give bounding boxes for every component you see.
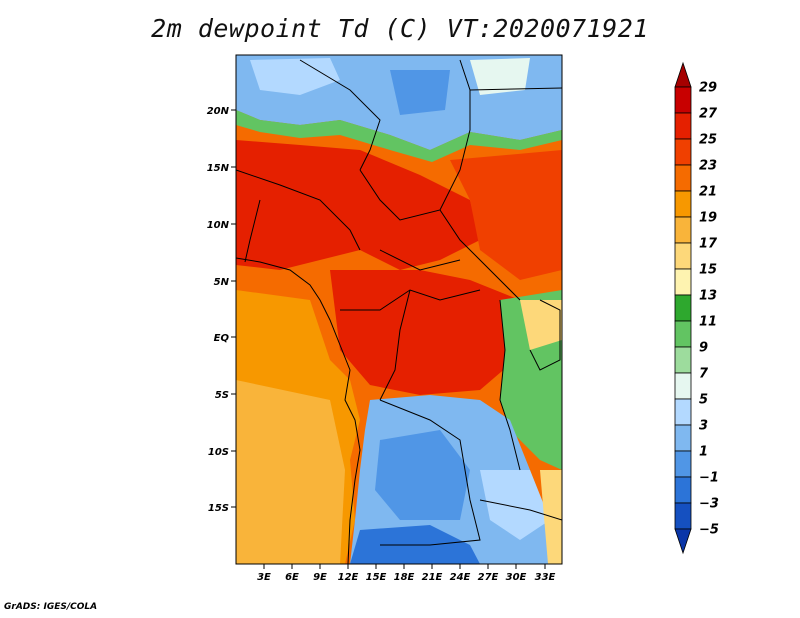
lon-label: 24E: [450, 572, 471, 583]
lat-labels: 20N 15N 10N 5N EQ 5S 10S 15S: [207, 106, 230, 514]
colorbar-level-label: −3: [699, 497, 719, 512]
colorbar-bottom-arrow: [674, 528, 692, 555]
colorbar-level-label: 25: [699, 133, 717, 148]
colorbar-level-label: 5: [699, 393, 708, 408]
colorbar-level-label: −5: [699, 523, 719, 538]
colorbar-level-label: 29: [699, 81, 717, 96]
lon-ticks: [263, 564, 546, 569]
colorbar-swatch: [674, 476, 692, 504]
lon-labels: 3E 6E 9E 12E 15E 18E 21E 24E 27E 30E 33E: [257, 572, 555, 583]
colorbar-level-label: 21: [699, 185, 717, 200]
lat-label: EQ: [214, 333, 230, 344]
colorbar-swatch: [674, 294, 692, 322]
lon-label: 21E: [422, 572, 443, 583]
colorbar-level-label: 3: [699, 419, 708, 434]
colorbar: 29 27 25 23 21 19 17 15 13 11 9 7 5 3 1 −1 −3 −5: [674, 61, 719, 555]
colorbar-level-label: 7: [699, 367, 709, 382]
colorbar-level-label: 23: [699, 159, 717, 174]
colorbar-level-label: 15: [699, 263, 717, 278]
colorbar-level-label: 13: [699, 289, 717, 304]
colorbar-swatch: [674, 216, 692, 244]
colorbar-level-label: 9: [699, 341, 708, 356]
lat-label: 15N: [207, 163, 230, 174]
colorbar-swatch: [674, 450, 692, 478]
lat-label: 10S: [208, 447, 229, 458]
colorbar-swatch: [674, 190, 692, 218]
map-title: 2m dewpoint Td (C) VT:2020071921: [151, 14, 649, 43]
colorbar-swatch: [674, 372, 692, 400]
lon-label: 18E: [394, 572, 415, 583]
lon-label: 3E: [257, 572, 271, 583]
colorbar-swatch: [674, 164, 692, 192]
lat-label: 10N: [207, 220, 230, 231]
colorbar-swatch: [674, 398, 692, 426]
lat-label: 5S: [215, 390, 229, 401]
lon-label: 6E: [285, 572, 299, 583]
map-borders: [236, 59, 562, 564]
lon-label: 15E: [366, 572, 387, 583]
colorbar-level-label: −1: [699, 471, 719, 486]
colorbar-swatch: [674, 268, 692, 296]
colorbar-level-label: 1: [699, 445, 708, 460]
lon-label: 33E: [535, 572, 556, 583]
lon-label: 27E: [478, 572, 499, 583]
colorbar-swatch: [674, 320, 692, 348]
lat-label: 15S: [208, 503, 229, 514]
lon-label: 30E: [506, 572, 527, 583]
colorbar-level-label: 19: [699, 211, 717, 226]
colorbar-swatch: [674, 138, 692, 166]
colorbar-swatch: [674, 112, 692, 140]
map-frame: [235, 54, 563, 565]
lat-label: 20N: [207, 106, 230, 117]
colorbar-swatch: [674, 86, 692, 114]
colorbar-level-label: 11: [699, 315, 717, 330]
colorbar-swatch: [674, 242, 692, 270]
colorbar-swatch: [674, 346, 692, 374]
colorbar-level-label: 27: [699, 107, 718, 122]
lat-ticks: [231, 109, 236, 508]
field-red-core: [236, 140, 480, 270]
lon-label: 9E: [313, 572, 327, 583]
map-field: [236, 55, 562, 564]
colorbar-swatch: [674, 424, 692, 452]
software-credit: GrADS: IGES/COLA: [4, 602, 98, 612]
lon-label: 12E: [338, 572, 359, 583]
colorbar-level-label: 17: [699, 237, 718, 252]
colorbar-swatch: [674, 502, 692, 530]
lat-label: 5N: [214, 277, 230, 288]
coastline: [236, 257, 361, 564]
colorbar-top-arrow: [674, 61, 692, 88]
